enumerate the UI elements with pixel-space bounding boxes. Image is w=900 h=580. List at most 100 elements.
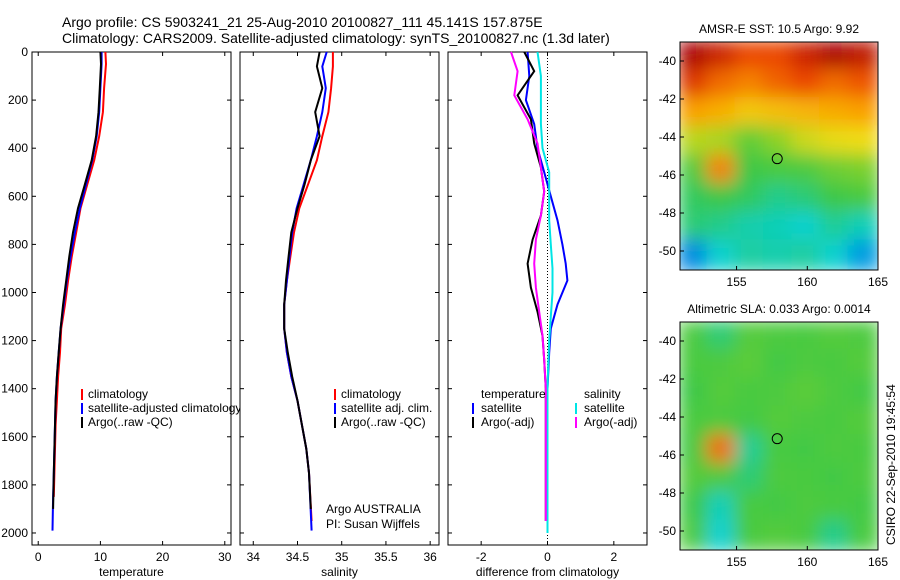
map-cell <box>819 154 852 187</box>
legend-label: satellite <box>584 401 625 415</box>
map-cell <box>734 42 767 73</box>
map-cell <box>734 405 767 438</box>
y-tick-label: -46 <box>659 448 677 462</box>
plot-frame <box>31 51 232 546</box>
map-cell <box>847 97 878 130</box>
map-cell <box>680 125 711 158</box>
x-tick-label: 0 <box>544 550 551 564</box>
map-cell <box>762 182 796 215</box>
x-tick-label: 34.5 <box>286 550 310 564</box>
y-tick-label: 1600 <box>1 430 28 444</box>
map-cell <box>847 239 878 270</box>
map-cell <box>847 182 878 215</box>
map-cell <box>734 125 767 158</box>
map-cell <box>847 68 878 101</box>
series-line-salinity-satellite <box>536 51 554 533</box>
map-cell <box>734 434 767 467</box>
profile-panel-temperature: 0 10 20 30 0 200 400 600 800 1000 1200 1400 1600 1800… <box>1 45 241 579</box>
map-cell <box>819 462 852 495</box>
map-cell <box>734 377 767 410</box>
figure-title-line2: Climatology: CARS2009. Satellite-adjuste… <box>62 30 610 46</box>
map-cell <box>762 462 796 495</box>
map-cell <box>819 239 852 270</box>
x-tick-label: 35 <box>335 550 349 564</box>
map-cell <box>791 434 824 467</box>
x-tick-label: 30 <box>218 550 232 564</box>
map-cell <box>791 239 824 270</box>
map-cell <box>680 434 711 467</box>
argo-position-marker <box>771 153 783 165</box>
x-tick-label: 160 <box>797 555 817 569</box>
map-cell <box>819 182 852 215</box>
x-tick-label: 155 <box>727 555 747 569</box>
map-cell <box>762 348 796 381</box>
map-cell <box>762 519 796 550</box>
y-tick-label: 1200 <box>1 334 28 348</box>
map-field <box>680 322 878 550</box>
map-cell <box>706 462 739 495</box>
map-cell <box>680 405 711 438</box>
legend-label: Argo(..raw -QC) <box>88 415 173 429</box>
map-cell <box>847 125 878 158</box>
map-cell <box>847 434 878 467</box>
map-cell <box>706 154 739 187</box>
map-cell <box>847 491 878 524</box>
map-title: Altimetric SLA: 0.033 Argo: 0.0014 <box>687 302 871 316</box>
map-cell <box>706 42 739 73</box>
map-cell <box>706 322 739 353</box>
map-title: AMSR-E SST: 10.5 Argo: 9.92 <box>699 22 859 36</box>
map-cell <box>791 462 824 495</box>
annotation-text: Argo AUSTRALIA <box>326 502 421 516</box>
x-tick-label: 165 <box>868 555 888 569</box>
legend-label: satellite <box>481 401 522 415</box>
figure-title-line1: Argo profile: CS 5903241_21 25-Aug-2010 … <box>62 14 543 30</box>
legend-label: Argo(..raw -QC) <box>341 415 426 429</box>
map-cell <box>680 348 711 381</box>
map-cell <box>706 491 739 524</box>
map-cell <box>819 68 852 101</box>
map-cell <box>819 42 852 73</box>
map-cell <box>847 405 878 438</box>
map-cell <box>706 405 739 438</box>
legend-label: climatology <box>341 387 401 401</box>
map-cell <box>762 42 796 73</box>
map-cell <box>791 519 824 550</box>
legend-group-title: temperature <box>481 387 546 401</box>
map-cell <box>762 491 796 524</box>
legend-group-title: salinity <box>584 387 621 401</box>
map-cell <box>791 154 824 187</box>
map-cell <box>680 68 711 101</box>
map-cell <box>762 239 796 270</box>
y-tick-label: 0 <box>21 45 28 59</box>
x-tick-label: 10 <box>94 550 108 564</box>
map-cell <box>734 348 767 381</box>
map-cell <box>847 154 878 187</box>
y-tick-label: -40 <box>659 334 677 348</box>
map-cell <box>762 125 796 158</box>
map-cell <box>791 377 824 410</box>
y-tick-label: 600 <box>8 189 28 203</box>
y-tick-label: -44 <box>659 410 677 424</box>
map-cell <box>847 462 878 495</box>
map-panel-sst_map: 155 160 165 -40 -42 -44 -46 -48 -50 AMSR-E SST: 1… <box>659 22 889 289</box>
map-cell <box>734 182 767 215</box>
argo-position-marker <box>771 433 783 445</box>
map-cell <box>762 434 796 467</box>
map-cell <box>762 322 796 353</box>
x-tick-label: 36 <box>423 550 437 564</box>
map-cell <box>847 348 878 381</box>
map-cell <box>680 491 711 524</box>
map-cell <box>819 519 852 550</box>
map-cell <box>791 125 824 158</box>
map-cell <box>762 154 796 187</box>
map-cell <box>819 125 852 158</box>
map-cell <box>680 154 711 187</box>
map-cell <box>762 405 796 438</box>
y-tick-label: 2000 <box>1 526 28 540</box>
x-tick-label: -2 <box>476 550 487 564</box>
map-cell <box>680 42 711 73</box>
map-cell <box>819 405 852 438</box>
legend-label: satellite-adjusted climatology <box>88 401 241 415</box>
x-tick-label: 155 <box>727 275 747 289</box>
